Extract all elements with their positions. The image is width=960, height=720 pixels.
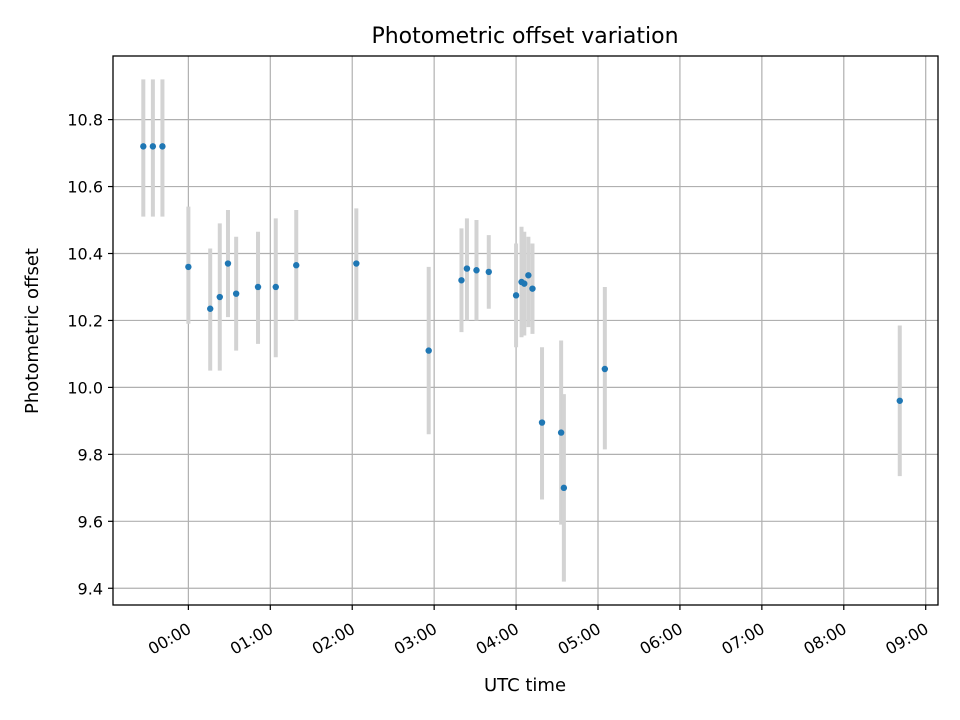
data-point bbox=[216, 293, 223, 301]
data-point bbox=[896, 397, 903, 404]
data-point bbox=[185, 263, 192, 271]
grid bbox=[113, 56, 938, 605]
data-point bbox=[538, 419, 546, 426]
y-tick-label: 9.6 bbox=[78, 512, 103, 531]
data-point bbox=[159, 143, 166, 150]
data-point bbox=[512, 292, 520, 299]
data-point bbox=[458, 277, 465, 284]
y-tick-label: 10.2 bbox=[67, 311, 103, 330]
data-point bbox=[473, 267, 480, 274]
data-point bbox=[485, 268, 492, 276]
data-points bbox=[140, 143, 903, 492]
data-point bbox=[525, 272, 532, 279]
y-tick-label: 9.8 bbox=[78, 445, 103, 464]
chart-title: Photometric offset variation bbox=[371, 24, 678, 49]
y-tick-label: 10.6 bbox=[67, 178, 103, 197]
data-point bbox=[529, 285, 536, 292]
y-tick-label: 10.4 bbox=[67, 245, 103, 264]
data-point bbox=[521, 280, 528, 287]
y-tick-label: 10.0 bbox=[67, 378, 103, 397]
data-point bbox=[353, 260, 360, 267]
data-point bbox=[293, 262, 300, 269]
data-point bbox=[232, 290, 240, 297]
y-tick-label: 9.4 bbox=[78, 579, 103, 598]
plot-frame bbox=[112, 55, 939, 606]
data-point bbox=[463, 265, 471, 272]
data-point bbox=[601, 365, 609, 373]
data-point bbox=[207, 305, 214, 312]
data-point bbox=[254, 283, 262, 291]
data-point bbox=[224, 260, 232, 267]
data-point bbox=[140, 143, 147, 150]
data-point bbox=[557, 429, 565, 436]
x-axis-label: UTC time bbox=[484, 675, 566, 696]
data-point bbox=[425, 347, 432, 354]
y-tick-label: 10.8 bbox=[67, 111, 103, 130]
data-point bbox=[272, 283, 279, 291]
data-point bbox=[560, 484, 568, 492]
y-axis-label: Photometric offset bbox=[22, 248, 43, 414]
y-axis: 9.4 9.6 9.8 10.0 10.2 10.4 10.6 10.8 bbox=[67, 111, 113, 598]
data-point bbox=[149, 143, 157, 150]
